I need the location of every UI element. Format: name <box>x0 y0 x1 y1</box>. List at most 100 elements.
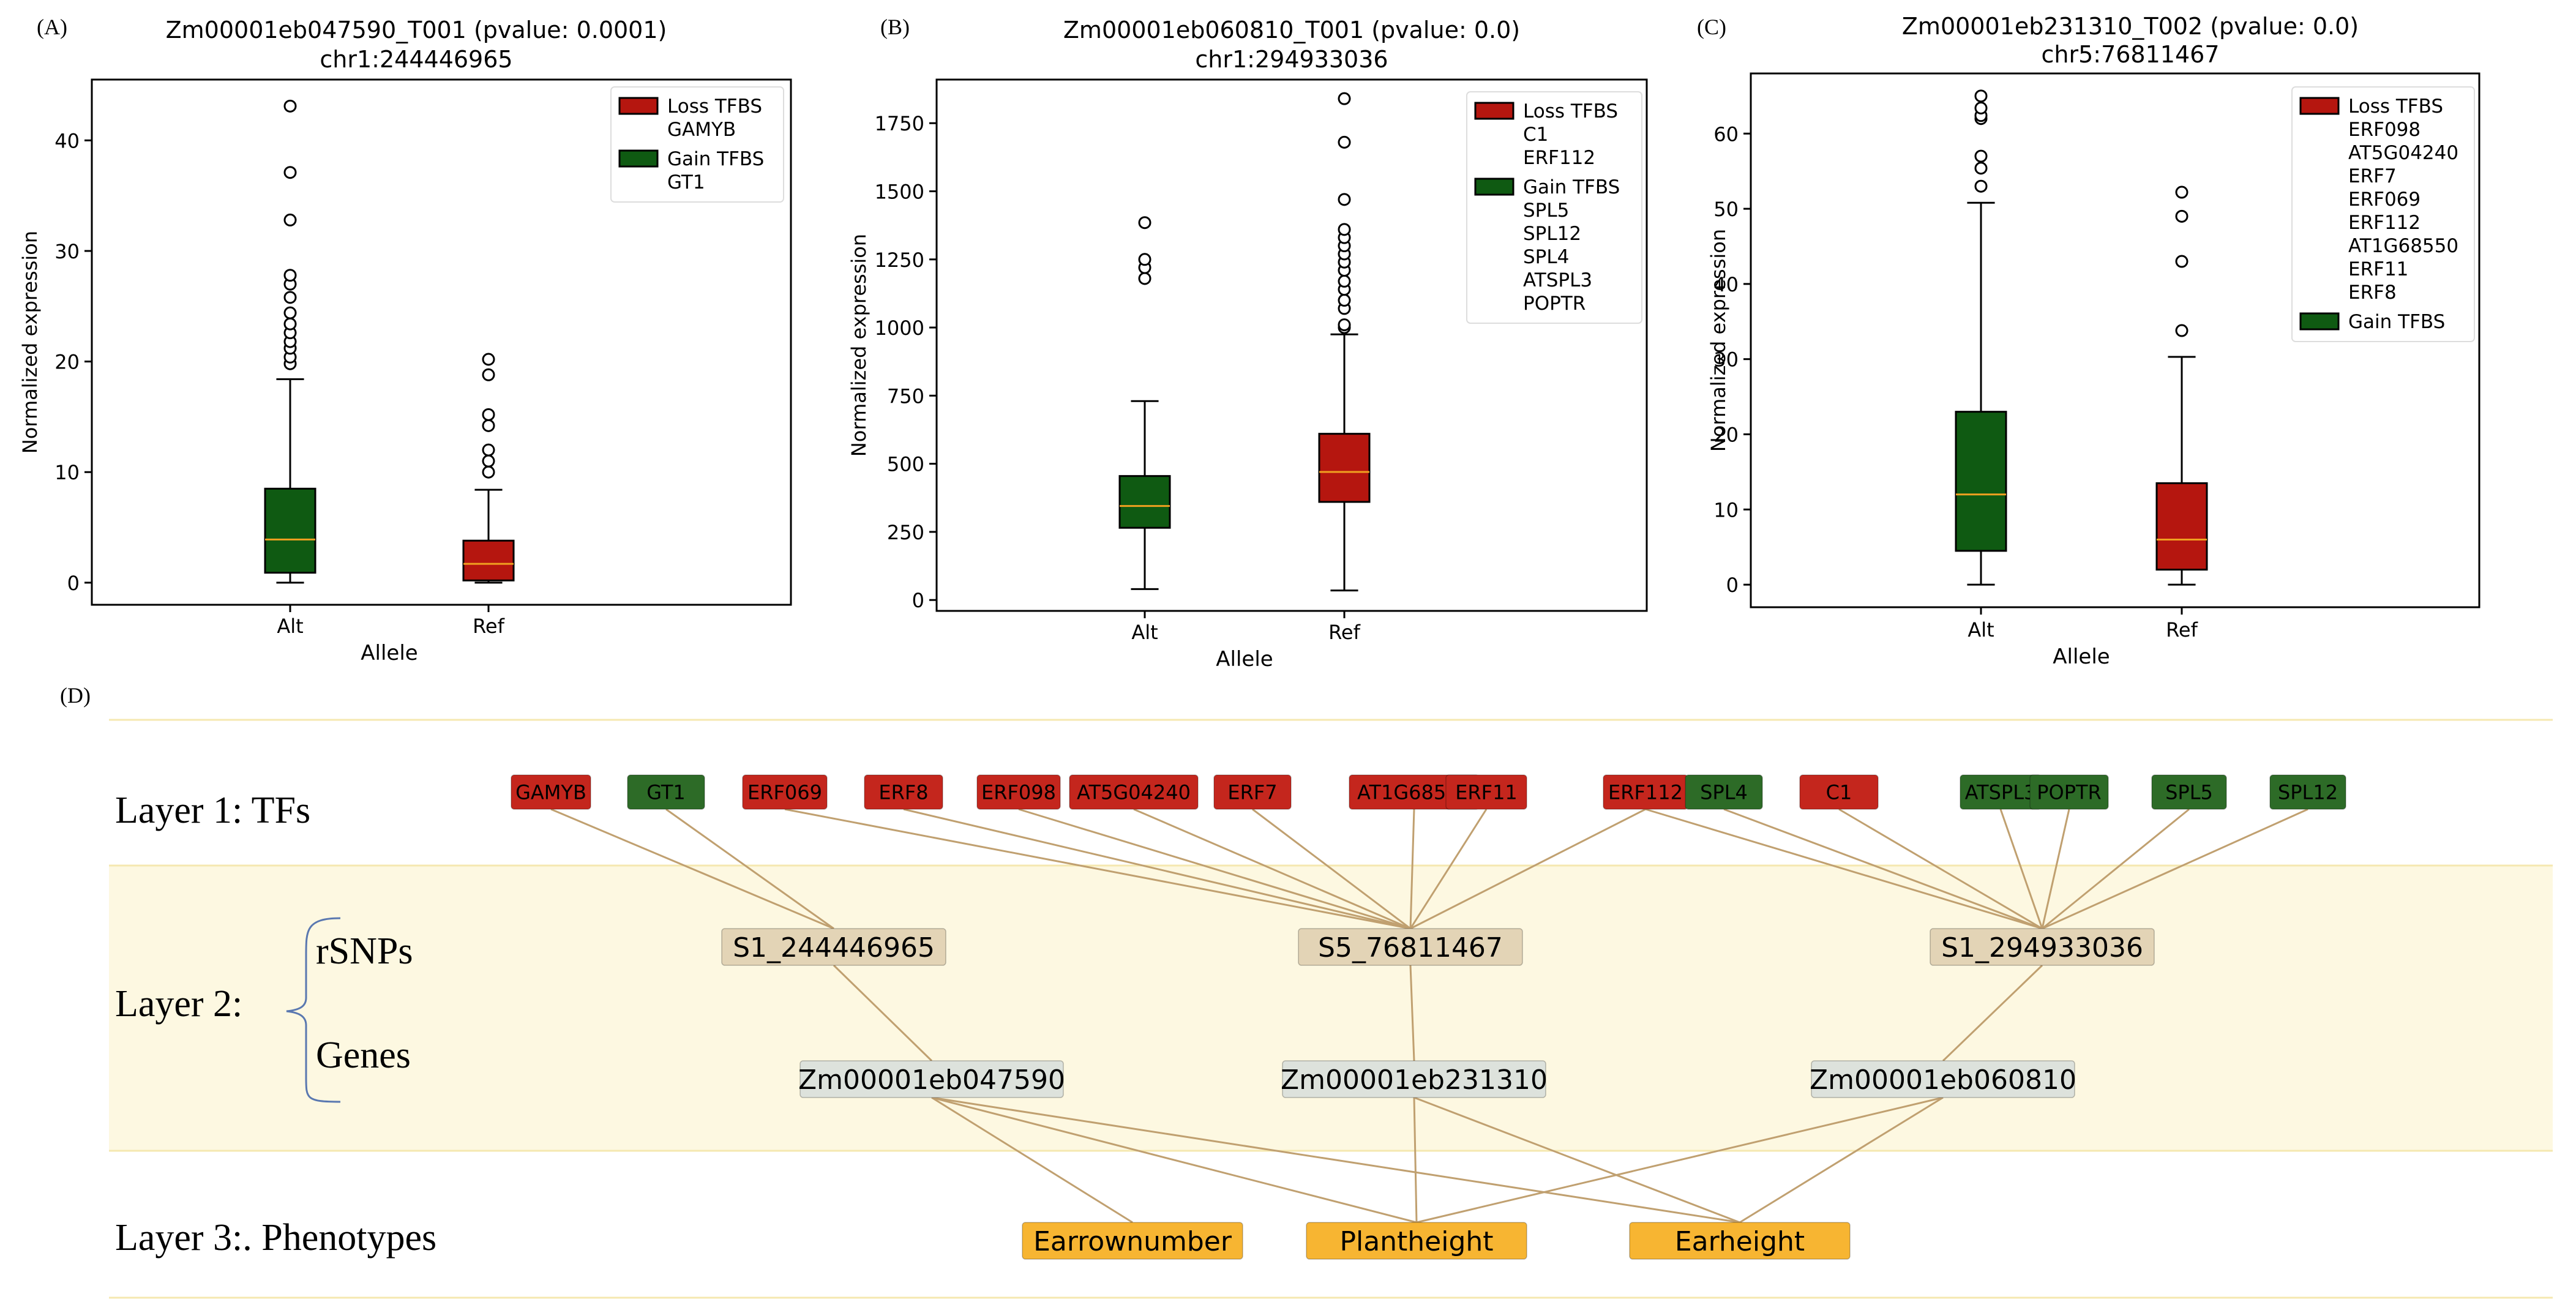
panel-a-title-line2: chr1:244446965 <box>320 46 512 73</box>
tf-node-label: C1 <box>1826 781 1852 804</box>
tf-node-label: ATSPL3 <box>1965 781 2037 804</box>
network-edge <box>1739 1096 1944 1224</box>
boxplot-panel-a: (A) Zm00001eb047590_T001 (pvalue: 0.0001… <box>18 15 792 665</box>
box-iqr <box>462 539 515 582</box>
y-axis-label: Normalized expression <box>1707 229 1730 452</box>
legend-entry: GAMYB <box>667 119 736 141</box>
legend-entry: ERF7 <box>2348 165 2397 187</box>
network-edge <box>2041 809 2070 929</box>
tf-node-label: SPL5 <box>2165 781 2213 804</box>
network-edge <box>833 964 933 1062</box>
x-tick-label: Ref <box>473 615 504 638</box>
legend-entry: ATSPL3 <box>1523 269 1592 291</box>
tf-node-box <box>2151 774 2227 810</box>
network-edge <box>1018 808 1411 930</box>
tf-node-box <box>976 774 1061 810</box>
tf-node: ERF7 <box>1213 774 1292 810</box>
snp-node: S1_294933036 <box>1930 928 2155 966</box>
outlier-point <box>2175 255 2188 268</box>
y-tick-label: 250 <box>887 521 924 544</box>
genes-label: Genes <box>316 1034 411 1076</box>
legend-swatch <box>1474 102 1515 120</box>
phenotype-node: Earheight <box>1629 1222 1851 1260</box>
network-edge <box>1999 809 2043 929</box>
tf-node-box <box>864 774 943 810</box>
tf-node-label: POPTR <box>2037 781 2102 804</box>
snp-node-box <box>1930 928 2155 966</box>
x-tick-label: Ref <box>2166 618 2198 642</box>
tf-node: GT1 <box>627 774 705 810</box>
x-tick-label: Alt <box>1968 618 1994 642</box>
gene-node-box <box>1282 1060 1546 1098</box>
legend: Loss TFBSERF098AT5G04240ERF7ERF069ERF112… <box>2291 86 2475 342</box>
network-edge <box>1942 964 2043 1062</box>
tf-node: ERF069 <box>742 774 828 810</box>
tf-node: SPL12 <box>2269 774 2346 810</box>
y-tick-label: 1000 <box>875 316 924 340</box>
outlier-point <box>1138 216 1151 230</box>
gene-node: Zm00001eb231310 <box>1281 1060 1548 1098</box>
y-tick-label: 1500 <box>875 181 924 204</box>
snp-node-box <box>1298 928 1523 966</box>
network-edges <box>550 808 2308 1224</box>
y-tick-label: 60 <box>1713 122 1739 146</box>
outlier-point <box>2175 209 2188 223</box>
outlier-point <box>1338 223 1351 236</box>
box-ref <box>462 353 515 584</box>
tf-node-label: SPL12 <box>2278 781 2338 804</box>
box-alt <box>1955 89 2007 586</box>
legend-entry: ERF098 <box>2348 119 2421 141</box>
y-tick-label: 1750 <box>875 112 924 135</box>
network-edge <box>1409 809 1488 929</box>
outlier-point <box>1338 193 1351 206</box>
x-axis-label: Allele <box>2053 645 2110 669</box>
phenotype-node: Plantheight <box>1306 1222 1527 1260</box>
network-edge <box>550 808 834 930</box>
plot-frame <box>91 78 792 606</box>
legend-entry: AT5G04240 <box>2348 142 2458 164</box>
y-tick-label: 0 <box>912 589 924 612</box>
panel-label-c: (C) <box>1697 15 1726 39</box>
outlier-point <box>2175 185 2188 199</box>
network-edge <box>784 808 1411 930</box>
tf-node: ERF098 <box>976 774 1061 810</box>
phenotype-node-label: Earrownumber <box>1033 1226 1232 1257</box>
outlier-point <box>1338 92 1351 105</box>
outlier-point <box>1974 101 1988 114</box>
tf-node-box <box>1685 774 1763 810</box>
tf-node: ERF112 <box>1603 774 1688 810</box>
panel-a-title-line1: Zm00001eb047590_T001 (pvalue: 0.0001) <box>166 17 667 43</box>
legend-entry: C1 <box>1523 124 1548 146</box>
y-tick-label: 50 <box>1713 198 1739 221</box>
gene-node-label: Zm00001eb231310 <box>1281 1064 1548 1096</box>
legend-entry: ERF069 <box>2348 189 2421 211</box>
network-edge <box>1252 808 1411 930</box>
layer3-label: Layer 3:. Phenotypes <box>115 1217 436 1259</box>
outlier-point <box>482 368 495 381</box>
x-tick-label: Alt <box>277 615 303 638</box>
phenotype-node-box <box>1306 1222 1527 1260</box>
panel-label-d: (D) <box>60 683 91 708</box>
network-edge <box>1838 808 2043 930</box>
layer1-label: Layer 1: TFs <box>115 790 310 831</box>
layer2-band <box>109 866 2553 1151</box>
network-nodes: GAMYB GT1 ERF069 ERF8 ERF098 AT5G04240 ERF7 AT1… <box>511 774 2346 1260</box>
panel-label-b: (B) <box>880 15 910 39</box>
network-edge <box>931 1096 1417 1224</box>
box-ref <box>1318 92 1371 592</box>
outlier-point <box>283 291 297 304</box>
legend-entry: ERF112 <box>1523 147 1595 169</box>
tf-node-box <box>2029 774 2109 810</box>
snp-node-label: S1_244446965 <box>733 932 935 963</box>
outlier-point <box>1338 318 1351 332</box>
box-iqr <box>2155 482 2208 571</box>
box-alt <box>264 99 316 584</box>
outlier-point <box>482 465 495 479</box>
tf-node-label: GT1 <box>646 781 686 804</box>
y-tick-label: 750 <box>887 384 924 408</box>
box-iqr <box>1118 475 1171 529</box>
network-edge <box>1409 809 1415 929</box>
legend-frame <box>610 86 784 203</box>
